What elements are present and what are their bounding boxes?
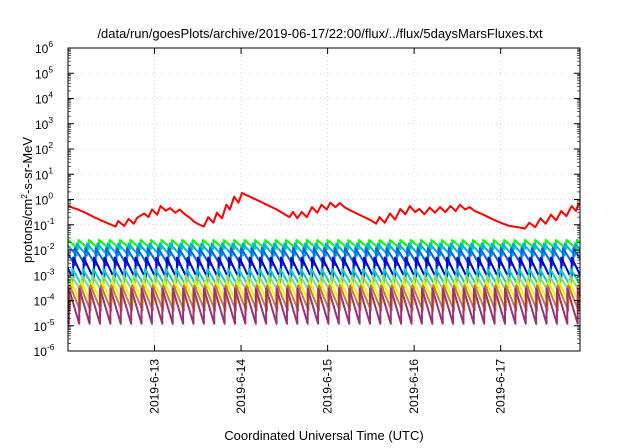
x-tick-label: 2019-6-14 [234, 359, 248, 414]
y-tick-label: 104 [35, 90, 53, 107]
y-tick-label: 103 [35, 115, 53, 132]
svg-text:protons/cm2-s-sr-MeV: protons/cm2-s-sr-MeV [19, 137, 35, 263]
y-axis-label-superscript: 2 [19, 194, 29, 199]
y-axis-label-units: -s-sr-MeV [20, 137, 35, 194]
y-tick-base: 10 [35, 194, 49, 208]
y-tick-base: 10 [35, 118, 49, 132]
y-tick-label: 102 [35, 140, 53, 157]
y-tick-base: 10 [34, 219, 48, 233]
y-tick-base: 10 [35, 93, 49, 107]
y-tick-exponent: 5 [48, 64, 53, 74]
y-tick-base: 10 [34, 269, 48, 283]
y-tick-base: 10 [35, 143, 49, 157]
y-tick-base: 10 [35, 67, 49, 81]
y-tick-exponent: 6 [48, 39, 53, 49]
y-tick-label: 10-2 [34, 241, 55, 258]
y-tick-label: 101 [35, 165, 53, 182]
x-tick-label: 2019-6-13 [148, 359, 162, 414]
y-tick-exponent: -6 [47, 342, 55, 352]
flux-series-line-9 [67, 287, 581, 325]
y-tick-label: 106 [35, 39, 53, 56]
y-tick-base: 10 [34, 295, 48, 309]
plot-series [67, 192, 581, 325]
x-tick-label: 2019-6-15 [321, 359, 335, 414]
y-tick-exponent: 2 [48, 140, 53, 150]
y-tick-exponent: -5 [47, 317, 55, 327]
y-axis-label-main: protons/cm [20, 199, 35, 263]
y-tick-base: 10 [34, 345, 48, 359]
y-tick-exponent: -3 [47, 266, 55, 276]
x-axis-label: Coordinated Universal Time (UTC) [224, 428, 423, 443]
y-tick-base: 10 [34, 320, 48, 334]
x-tick-label: 2019-6-17 [494, 359, 508, 414]
plot-frame [67, 47, 581, 352]
y-tick-exponent: -1 [47, 216, 55, 226]
axis-ticks: 10-610-510-410-310-210-11001011021031041… [34, 39, 580, 414]
y-axis-label: protons/cm2-s-sr-MeV [19, 137, 35, 263]
flux-series-line-0 [67, 192, 581, 230]
y-tick-base: 10 [35, 42, 49, 56]
y-tick-exponent: 0 [48, 191, 53, 201]
y-tick-label: 10-3 [34, 266, 55, 283]
y-tick-label: 100 [35, 191, 53, 208]
flux-series-line-3 [67, 247, 581, 267]
y-tick-label: 10-6 [34, 342, 55, 359]
y-tick-exponent: -2 [47, 241, 55, 251]
y-tick-exponent: -4 [47, 292, 55, 302]
y-tick-label: 10-4 [34, 292, 55, 309]
y-tick-base: 10 [34, 244, 48, 258]
y-tick-exponent: 1 [48, 165, 53, 175]
y-tick-label: 10-5 [34, 317, 55, 334]
y-tick-exponent: 3 [48, 115, 53, 125]
y-tick-exponent: 4 [48, 90, 53, 100]
y-tick-base: 10 [35, 168, 49, 182]
y-tick-label: 105 [35, 64, 53, 81]
chart-title: /data/run/goesPlots/archive/2019-06-17/2… [97, 26, 543, 41]
x-tick-label: 2019-6-16 [407, 359, 421, 414]
y-tick-label: 10-1 [34, 216, 55, 233]
